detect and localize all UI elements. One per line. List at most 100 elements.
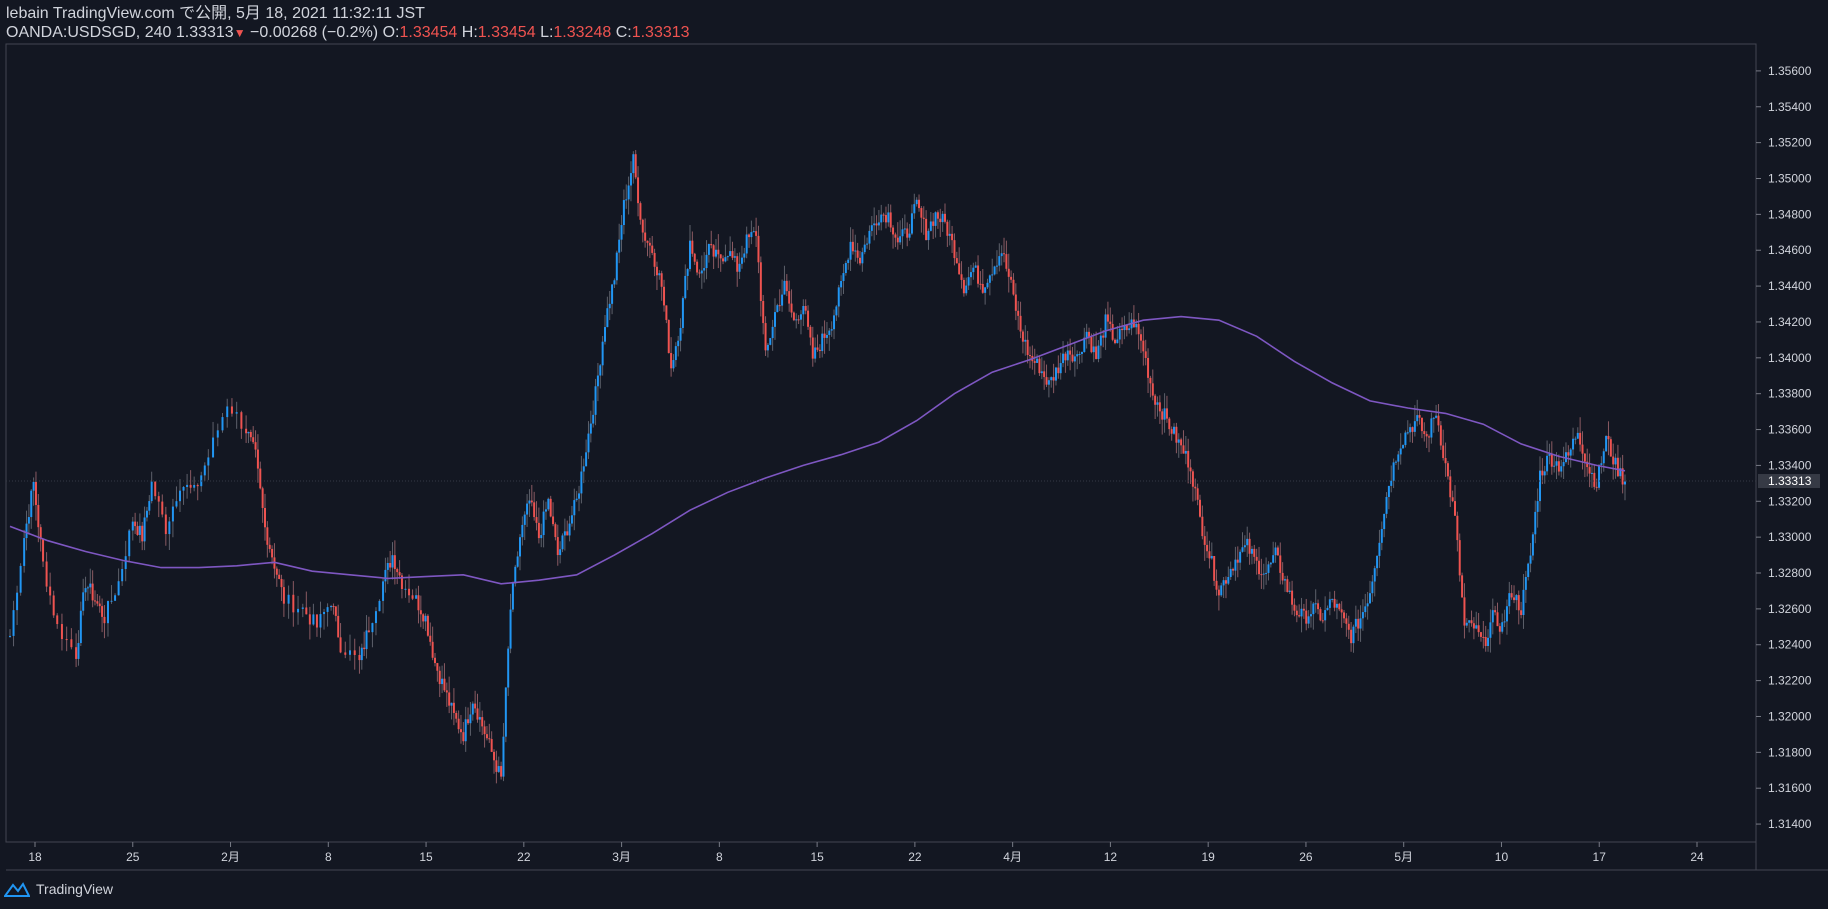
candle-body	[1305, 610, 1308, 624]
candle-body	[570, 515, 573, 524]
price-tick-label: 1.32400	[1768, 638, 1812, 652]
candle-body	[665, 305, 668, 320]
candle-body	[733, 256, 736, 258]
candle-body	[1267, 564, 1270, 573]
high-value: 1.33454	[477, 24, 536, 41]
candle-body	[481, 717, 484, 727]
candle-body	[1564, 452, 1567, 463]
candle-body	[1307, 616, 1310, 624]
candle-body	[1106, 314, 1109, 322]
candle-body	[1300, 608, 1303, 617]
candle-body	[134, 521, 137, 527]
candle-body	[1210, 555, 1213, 559]
candle-body	[807, 310, 810, 327]
time-tick-label: 17	[1593, 850, 1607, 864]
candle-body	[535, 517, 538, 523]
candle-body	[1154, 395, 1157, 405]
price-tick-label: 1.32000	[1768, 709, 1812, 723]
price-tick-label: 1.33600	[1768, 423, 1812, 437]
candle-body	[1567, 452, 1570, 456]
candle-body	[1090, 336, 1093, 353]
candle-body	[1380, 529, 1383, 543]
candle-body	[835, 306, 838, 316]
candle-body	[750, 232, 753, 238]
candle-body	[1161, 411, 1164, 420]
candle-body	[1527, 563, 1530, 578]
tradingview-logo-icon	[4, 882, 30, 897]
candle-body	[1076, 354, 1079, 357]
price-tick-label: 1.34200	[1768, 315, 1812, 329]
candle-body	[537, 522, 540, 539]
candle-body	[438, 670, 441, 685]
candle-body	[573, 500, 576, 516]
candle-body	[1144, 351, 1147, 358]
time-tick-label: 25	[126, 850, 140, 864]
low-label: L:	[540, 24, 554, 41]
close-label: C:	[615, 24, 632, 41]
candle-body	[915, 199, 918, 205]
candle-body	[892, 227, 895, 235]
candle-body	[589, 423, 592, 434]
candle-body	[554, 524, 557, 538]
time-tick-label: 26	[1299, 850, 1313, 864]
candle-body	[903, 228, 906, 230]
candle-body	[1350, 629, 1353, 644]
candle-body	[830, 329, 833, 331]
candle-body	[182, 487, 185, 491]
candle-body	[1156, 402, 1159, 405]
candle-body	[1624, 481, 1626, 485]
candle-body	[70, 639, 73, 648]
candle-body	[1224, 580, 1227, 584]
candle-body	[1227, 576, 1230, 584]
candle-body	[266, 527, 269, 545]
candle-body	[677, 340, 680, 347]
candle-body	[762, 300, 765, 324]
candle-body	[1066, 350, 1069, 361]
candle-body	[710, 243, 713, 246]
candle-body	[1605, 435, 1608, 452]
moving-average-line	[9, 315, 1626, 585]
candle-body	[948, 233, 951, 236]
candle-body	[89, 583, 92, 588]
price-tick-label: 1.31800	[1768, 745, 1812, 759]
candle-body	[851, 241, 854, 252]
candle-body	[561, 535, 564, 550]
candle-body	[774, 312, 776, 327]
candle-body	[1621, 468, 1624, 485]
candle-body	[663, 286, 666, 306]
candle-body	[471, 703, 474, 715]
candle-body	[287, 594, 290, 604]
candle-body	[556, 537, 559, 556]
candle-body	[884, 215, 887, 223]
candle-body	[1309, 614, 1312, 617]
candle-body	[821, 333, 824, 352]
price-tick-label: 1.35600	[1768, 64, 1812, 78]
candle-body	[382, 581, 385, 601]
footer-brand[interactable]: TradingView	[4, 881, 113, 897]
candle-body	[1541, 470, 1544, 476]
candle-body	[958, 263, 961, 275]
candle-body	[136, 526, 139, 535]
candle-body	[282, 587, 285, 604]
candle-body	[526, 503, 529, 515]
candle-body	[698, 272, 701, 274]
symbol-label: OANDA:USDSGD, 240	[6, 24, 172, 41]
candle-body	[1468, 620, 1471, 623]
candle-body	[646, 240, 649, 243]
candle-body	[1080, 351, 1083, 355]
price-tick-label: 1.31400	[1768, 817, 1812, 831]
candle-body	[1593, 472, 1596, 487]
candle-body	[684, 275, 687, 299]
candle-body	[79, 610, 82, 644]
candle-body	[1487, 637, 1490, 647]
candle-body	[1222, 580, 1225, 586]
candle-body	[658, 273, 661, 276]
candle-body	[1321, 620, 1324, 622]
candle-body	[315, 614, 318, 628]
candle-body	[1465, 622, 1468, 626]
candle-body	[464, 719, 467, 742]
candle-body	[894, 234, 897, 238]
candle-body	[1014, 294, 1017, 311]
publish-info: lebain TradingView.com で公開, 5月 18, 2021 …	[6, 5, 425, 22]
